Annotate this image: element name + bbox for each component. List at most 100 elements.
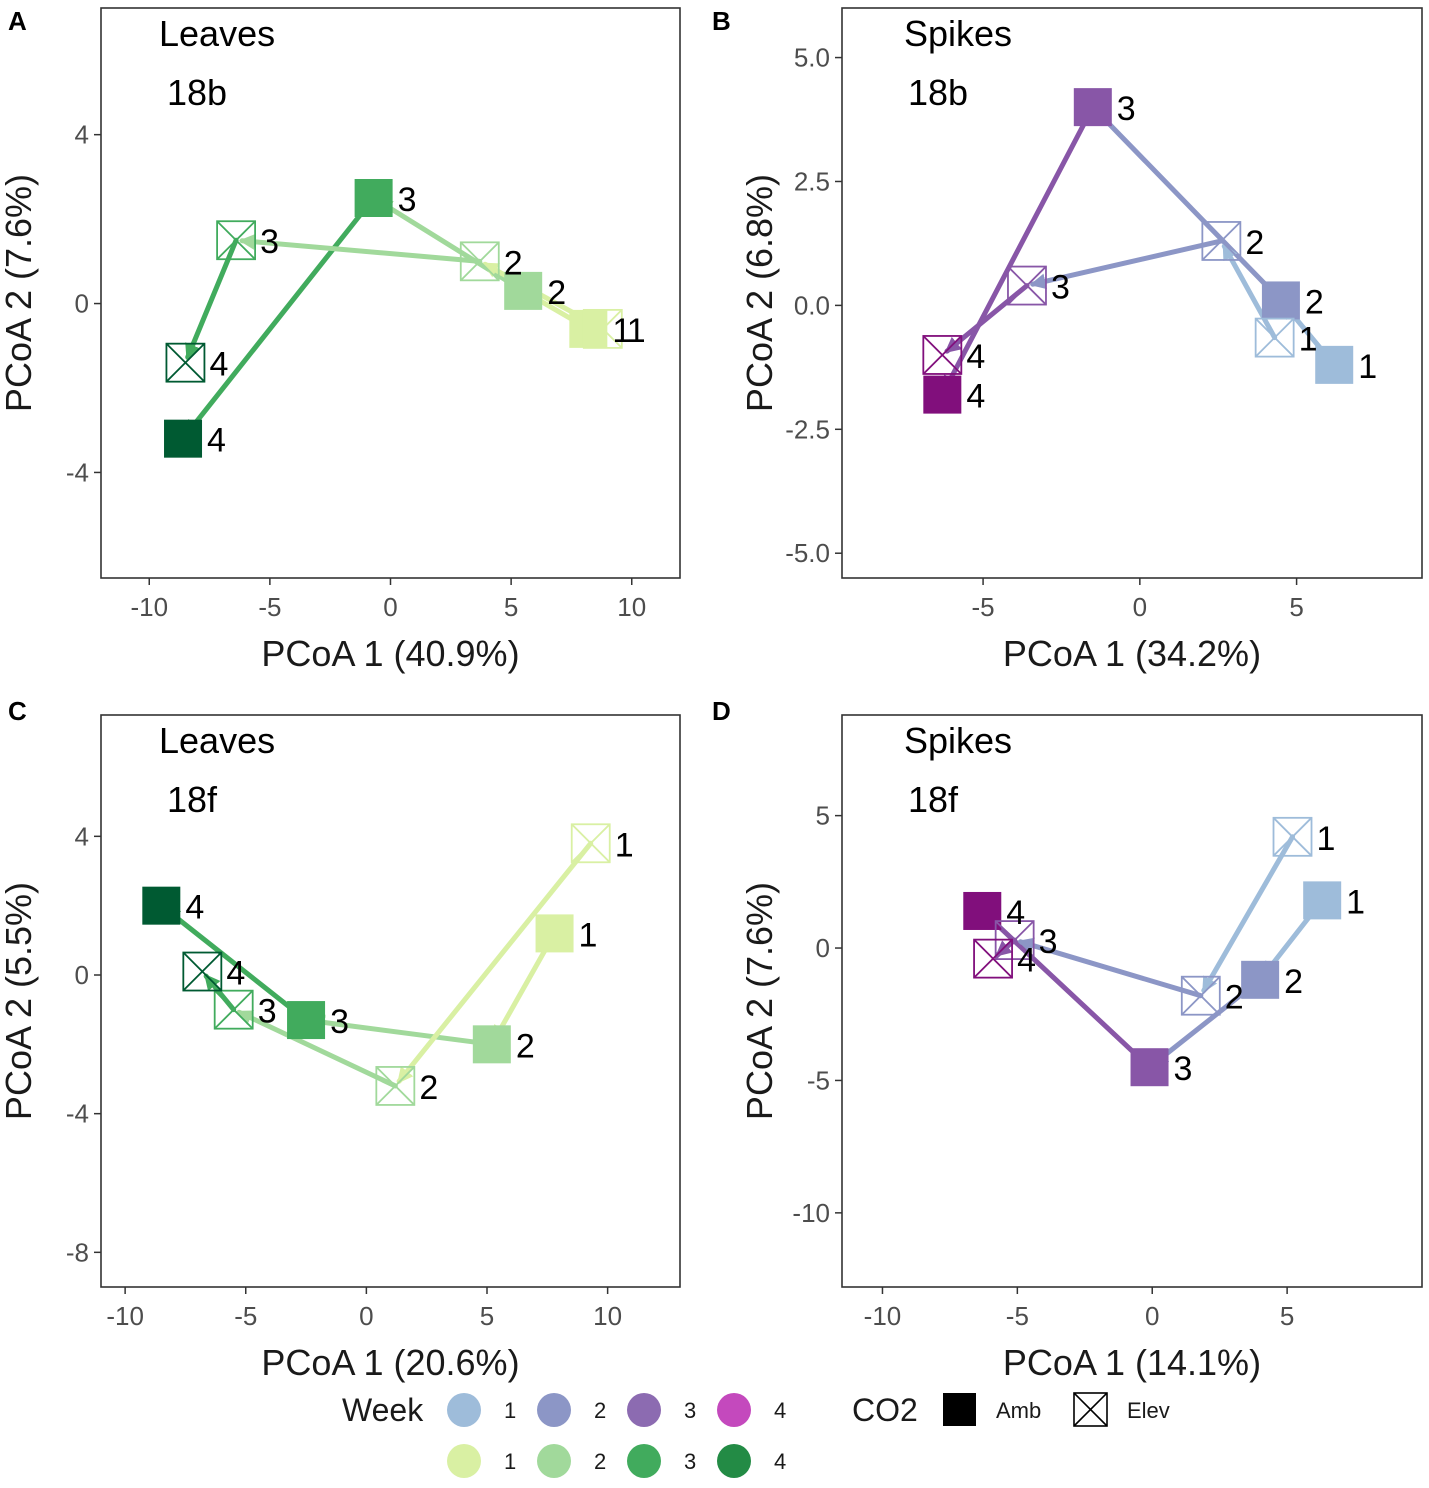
point-elev-cross (1181, 976, 1221, 1016)
x-tick-label: 5 (504, 592, 518, 622)
y-tick-label: -10 (792, 1198, 830, 1228)
panel-b: B -5 0 5 5.0 2.5 0.0 -2.5 -5.0 PCoA 1 (34.2%) PCoA… (712, 6, 1423, 674)
y-axis-title: PCoA 2 (5.5%) (0, 882, 39, 1120)
trajectory-arrow (942, 104, 1096, 393)
point-label: 1 (579, 916, 598, 954)
y-tick-label: 0 (75, 960, 89, 990)
point-label: 1 (612, 312, 631, 350)
point-amb-week-2 (472, 1025, 511, 1064)
point-elev-box (1254, 317, 1295, 358)
y-tick-label: 5.0 (794, 43, 830, 73)
point-elev-cross (1007, 265, 1047, 306)
x-tick-label: -5 (234, 1301, 257, 1331)
point-elev-cross (583, 309, 623, 349)
point-label: 3 (1117, 90, 1136, 128)
trajectory-arrow (308, 1014, 495, 1047)
y-tick-label: 2.5 (794, 166, 830, 196)
point-amb-week-1 (1315, 345, 1354, 384)
point-elev-box (973, 938, 1013, 979)
point-elev-box (459, 241, 500, 282)
point-label: 2 (547, 274, 566, 312)
x-tick-label: -10 (106, 1301, 144, 1331)
legend-week-swatch (447, 1444, 481, 1478)
annotation-tissue: Spikes (904, 720, 1012, 761)
point-amb-week-3 (287, 1001, 326, 1040)
y-axis-title: PCoA 2 (6.8%) (739, 174, 780, 412)
point-label: 2 (1245, 224, 1264, 262)
panel-letter: B (712, 6, 731, 36)
legend-week-label: 4 (774, 1449, 786, 1474)
point-label: 3 (1051, 269, 1070, 307)
y-tick-label: -4 (66, 1099, 89, 1129)
legend-week-swatch (717, 1444, 751, 1478)
y-tick-label: -5.0 (785, 538, 830, 568)
trajectory-arrow (163, 906, 309, 1023)
point-elev-box (1272, 816, 1313, 857)
legend-week-swatch (537, 1393, 571, 1427)
point-label: 1 (1299, 321, 1318, 359)
point-elev-box (216, 220, 257, 261)
legend-co2-elev-swatch (1073, 1392, 1108, 1427)
trajectory-arrow (396, 840, 594, 1084)
legend-co2-title: CO2 (852, 1392, 918, 1428)
legend-week-label: 2 (594, 1449, 606, 1474)
x-tick-label: 5 (480, 1301, 494, 1331)
point-label: 2 (1305, 283, 1324, 321)
point-elev-week-1 (1272, 816, 1313, 857)
point-amb-week-2 (504, 271, 543, 310)
point-elev-box (375, 1066, 416, 1106)
point-label: 1 (615, 826, 634, 864)
x-tick-label: 10 (593, 1301, 622, 1331)
annotation-line: 18f (167, 779, 218, 820)
point-label: 1 (1358, 348, 1377, 386)
point-label: 4 (209, 346, 228, 384)
legend-week-swatch (537, 1444, 571, 1478)
point-amb-week-1 (535, 914, 574, 953)
x-axis-title: PCoA 1 (40.9%) (261, 633, 519, 674)
y-tick-label: -8 (66, 1237, 89, 1267)
legend-co2-label: Amb (996, 1398, 1041, 1423)
point-elev-cross (460, 241, 500, 281)
annotation-tissue: Leaves (159, 720, 275, 761)
legend-week-label: 3 (684, 1398, 696, 1423)
point-elev-cross (922, 335, 962, 375)
point-elev-week-4 (182, 951, 223, 992)
point-label: 2 (516, 1027, 535, 1065)
point-elev-week-4 (165, 342, 206, 383)
point-amb-week-3 (1130, 1048, 1169, 1087)
point-elev-week-2 (1201, 221, 1242, 261)
x-axis-title: PCoA 1 (34.2%) (1003, 633, 1261, 674)
panel-d: D -10 -5 0 5 5 0 -5 -10 PCoA 1 (14.1%) PCoA 2 (7.6… (712, 696, 1423, 1383)
point-elev-box (582, 308, 623, 349)
point-elev-cross (182, 951, 222, 992)
y-tick-label: 0 (816, 933, 830, 963)
point-label: 3 (398, 181, 417, 219)
trajectory-arrow (1201, 834, 1296, 994)
trajectory-arrow (1094, 108, 1284, 303)
y-tick-label: -2.5 (785, 414, 830, 444)
legend-co2-amb-swatch (943, 1393, 976, 1426)
point-elev-box (165, 342, 206, 383)
point-label: 4 (1017, 942, 1036, 980)
y-axis-title: PCoA 2 (7.6%) (0, 174, 39, 412)
point-elev-cross (165, 343, 206, 383)
point-label: 3 (1174, 1050, 1193, 1088)
x-tick-label: 0 (383, 592, 397, 622)
y-tick-label: 5 (816, 801, 830, 831)
point-label: 4 (966, 378, 985, 416)
plot-frame (841, 7, 1423, 579)
point-label: 3 (258, 993, 277, 1031)
legend-week-label: 2 (594, 1398, 606, 1423)
point-elev-week-2 (459, 241, 500, 282)
point-label: 1 (1346, 883, 1365, 921)
point-elev-cross (214, 990, 254, 1030)
legend-week-label: 4 (774, 1398, 786, 1423)
point-amb-week-4 (923, 375, 962, 414)
point-elev-cross (216, 220, 256, 260)
point-label: 4 (226, 955, 245, 993)
point-elev-box (182, 951, 223, 992)
point-elev-week-1 (570, 823, 611, 864)
panel-letter: A (8, 6, 27, 36)
point-elev-week-3 (213, 989, 254, 1030)
